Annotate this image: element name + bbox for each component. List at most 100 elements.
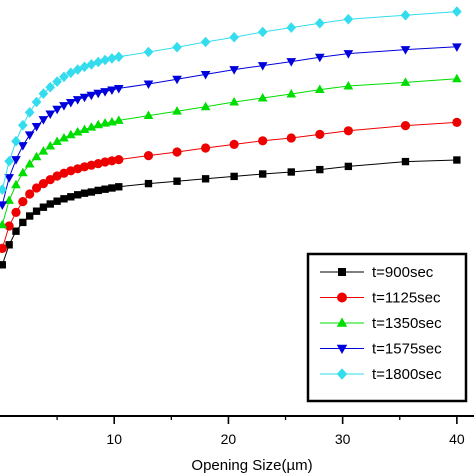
data-point: [45, 140, 56, 150]
series-1: [0, 156, 461, 269]
data-point: [257, 26, 268, 38]
data-point: [114, 155, 124, 165]
data-point: [257, 62, 268, 71]
x-tick-label: 20: [221, 431, 237, 447]
data-point: [172, 106, 182, 115]
data-point: [45, 175, 55, 185]
data-point: [400, 121, 411, 131]
data-point: [108, 184, 116, 192]
data-point: [100, 54, 110, 66]
data-point: [19, 218, 27, 227]
series-2: [0, 117, 462, 253]
data-point: [24, 131, 35, 140]
legend-marker: [336, 317, 348, 327]
series-line: [1, 121, 457, 249]
data-point: [200, 70, 211, 80]
data-point: [0, 261, 6, 269]
data-point: [46, 200, 54, 208]
data-point: [107, 53, 117, 64]
data-point: [5, 241, 13, 249]
data-point: [113, 115, 124, 124]
data-point: [0, 184, 8, 195]
data-point: [86, 160, 96, 170]
legend-marker: [338, 268, 346, 276]
legend-entry: t=1575sec: [320, 341, 442, 358]
data-point: [94, 186, 102, 195]
data-point: [314, 17, 325, 29]
data-point: [100, 88, 110, 97]
legend-box: [306, 252, 468, 403]
data-point: [45, 81, 56, 93]
data-point: [113, 51, 124, 63]
data-point: [343, 50, 354, 59]
data-point: [452, 43, 462, 52]
data-point: [229, 139, 239, 149]
data-point: [80, 189, 89, 197]
data-point: [200, 101, 211, 111]
legend-entry: t=1350sec: [320, 315, 442, 332]
data-point: [229, 31, 239, 43]
series-line: [1, 159, 457, 265]
data-point: [229, 96, 239, 106]
data-point: [287, 168, 295, 176]
data-point: [315, 129, 325, 139]
data-point: [200, 36, 211, 48]
data-point: [0, 219, 8, 229]
data-point: [400, 77, 411, 86]
data-point: [400, 46, 411, 55]
data-point: [257, 92, 268, 102]
data-point: [144, 179, 153, 188]
data-point: [314, 84, 325, 94]
data-point: [65, 129, 76, 139]
data-point: [24, 107, 35, 118]
data-point: [100, 157, 110, 167]
data-point: [79, 124, 90, 134]
legend-label: t=1575sec: [372, 341, 442, 358]
data-point: [73, 191, 82, 199]
data-point: [93, 56, 104, 68]
data-point: [59, 102, 69, 111]
data-point: [286, 22, 297, 33]
x-tick-label: 40: [449, 431, 465, 447]
data-point: [4, 155, 14, 167]
data-point: [72, 96, 83, 105]
data-point: [172, 147, 182, 157]
legend-label: t=1350sec: [372, 315, 442, 332]
data-point: [100, 118, 110, 127]
legend-label: t=1800sec: [372, 366, 442, 383]
data-point: [52, 136, 62, 146]
data-point: [93, 159, 103, 169]
data-point: [59, 132, 69, 142]
data-point: [286, 58, 297, 67]
series-5: [0, 6, 462, 195]
data-point: [65, 67, 76, 79]
data-point: [93, 89, 104, 99]
data-point: [18, 197, 28, 207]
data-point: [72, 126, 83, 136]
data-point: [344, 162, 353, 171]
data-point: [45, 110, 56, 120]
data-point: [32, 207, 41, 215]
legend-entry: t=1800sec: [320, 366, 442, 383]
legend-entry: t=1125sec: [320, 290, 441, 307]
data-point: [4, 221, 14, 231]
data-point: [65, 98, 76, 108]
data-point: [230, 172, 238, 181]
x-tick-label: 10: [106, 431, 122, 447]
data-point: [258, 136, 268, 146]
series-4: [0, 43, 462, 210]
data-point: [173, 177, 181, 185]
data-point: [60, 195, 68, 203]
series-layer: [0, 6, 462, 269]
data-point: [18, 119, 28, 131]
data-point: [79, 162, 90, 172]
data-point: [259, 170, 267, 178]
data-point: [18, 142, 28, 151]
data-point: [52, 105, 62, 115]
data-point: [107, 156, 117, 166]
x-tick-label: 30: [335, 431, 351, 447]
data-point: [38, 146, 49, 155]
data-point: [343, 80, 354, 90]
data-point: [0, 201, 8, 210]
data-point: [115, 183, 123, 191]
